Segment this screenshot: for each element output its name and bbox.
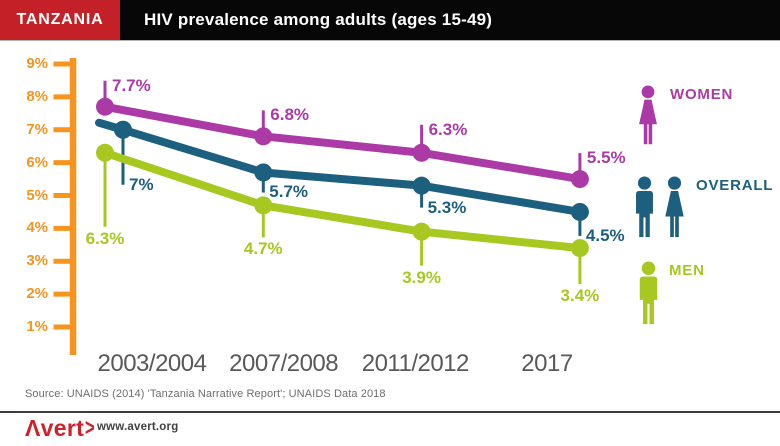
- country-badge: TANZANIA: [0, 0, 120, 40]
- source-text: Source: UNAIDS (2014) 'Tanzania Narrativ…: [25, 388, 386, 400]
- header: TANZANIA HIV prevalence among adults (ag…: [0, 0, 780, 41]
- legend-label-women: WOMEN: [670, 86, 734, 103]
- x-axis-label: 2007/2008: [229, 350, 339, 377]
- data-point-marker: [570, 239, 589, 258]
- footer-divider: [0, 411, 780, 413]
- y-tick-label: 1%: [26, 318, 48, 335]
- data-point-marker: [412, 222, 431, 241]
- data-point-marker: [570, 170, 589, 189]
- legend-item-women: WOMEN: [633, 85, 733, 147]
- data-point-marker: [412, 143, 431, 162]
- data-label: 5.3%: [427, 197, 467, 217]
- data-point-marker: [96, 97, 114, 116]
- men-line: [101, 148, 584, 253]
- footer-url: www.avert.org: [97, 421, 179, 433]
- data-label: 3.9%: [402, 267, 441, 287]
- y-tick-label: 2%: [26, 285, 48, 303]
- y-tick-label: 4%: [26, 219, 48, 237]
- country-label: TANZANIA: [16, 11, 104, 28]
- woman-icon: [639, 85, 657, 145]
- avert-logo: Λvert>: [25, 413, 99, 442]
- data-point-marker: [254, 196, 273, 215]
- legend-item-men: MEN: [635, 261, 705, 327]
- legend-label-men: MEN: [669, 262, 705, 279]
- y-tick-label: 8%: [26, 87, 48, 105]
- data-label: 6.3%: [85, 228, 125, 248]
- data-point-marker: [254, 163, 273, 182]
- data-point-marker: [412, 176, 431, 195]
- x-axis-label: 2003/2004: [97, 350, 207, 377]
- data-label: 4.7%: [243, 239, 283, 259]
- data-point-marker: [96, 143, 114, 162]
- data-label: 4.5%: [585, 225, 625, 245]
- y-tick-label: 5%: [26, 186, 48, 204]
- avert-logo-text: Λvert: [25, 415, 85, 441]
- data-label: 5.7%: [269, 182, 309, 202]
- man-icon: [639, 261, 658, 325]
- data-label: 5.5%: [586, 148, 626, 168]
- data-label: 6.8%: [270, 105, 310, 125]
- y-tick-label: 6%: [26, 153, 48, 171]
- data-label: 6.3%: [428, 119, 468, 139]
- data-label: 7%: [129, 174, 154, 194]
- x-axis-label: 2017: [521, 350, 573, 377]
- data-point-marker: [254, 127, 273, 146]
- y-tick-label: 7%: [26, 120, 48, 138]
- data-point-marker: [114, 120, 132, 139]
- avert-logo-chevron: >: [85, 413, 95, 441]
- legend-item-overall: OVERALL: [631, 176, 773, 240]
- women-line: [101, 102, 584, 184]
- page-title: HIV prevalence among adults (ages 15-49): [144, 10, 493, 29]
- data-label: 3.4%: [560, 286, 600, 306]
- y-tick-label: 9%: [26, 55, 48, 72]
- legend-label-overall: OVERALL: [696, 177, 774, 194]
- man-icon: [636, 176, 653, 238]
- data-label: 7.7%: [112, 75, 151, 95]
- y-tick-label: 3%: [26, 252, 48, 270]
- woman-icon: [665, 176, 684, 238]
- x-axis-label: 2011/2012: [361, 350, 470, 377]
- data-point-marker: [570, 202, 589, 221]
